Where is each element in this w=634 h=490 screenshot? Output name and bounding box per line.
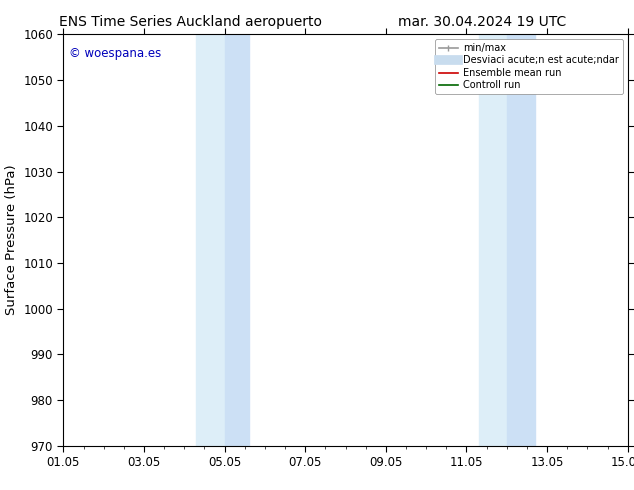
Bar [197, 34, 224, 446]
Text: ENS Time Series Auckland aeropuerto: ENS Time Series Auckland aeropuerto [59, 15, 321, 29]
Bar [224, 34, 249, 446]
Text: mar. 30.04.2024 19 UTC: mar. 30.04.2024 19 UTC [398, 15, 566, 29]
Text: © woespana.es: © woespana.es [69, 47, 161, 60]
Y-axis label: Surface Pressure (hPa): Surface Pressure (hPa) [4, 165, 18, 316]
Bar [479, 34, 507, 446]
Bar [507, 34, 535, 446]
Legend: min/max, Desviaci acute;n est acute;ndar, Ensemble mean run, Controll run: min/max, Desviaci acute;n est acute;ndar… [435, 39, 623, 94]
